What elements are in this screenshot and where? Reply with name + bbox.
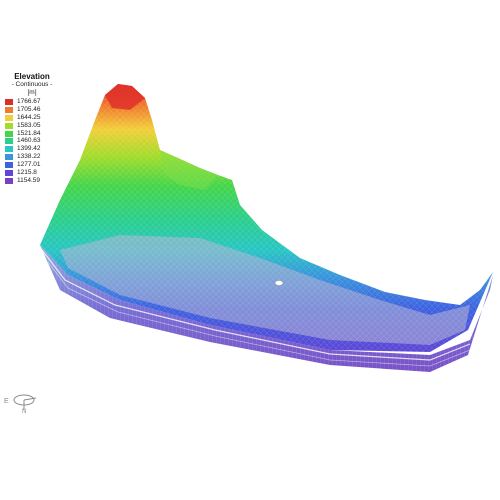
- elevation-legend: Elevation - Continuous - [m] 1766.67 1705…: [2, 72, 62, 185]
- legend-swatch: [5, 114, 13, 121]
- legend-value: 1277.01: [17, 161, 41, 169]
- legend-swatch: [5, 169, 13, 176]
- legend-entry: 1705.46: [2, 106, 62, 114]
- legend-swatch: [5, 138, 13, 145]
- legend-swatch: [5, 146, 13, 153]
- legend-entry: 1766.67: [2, 98, 62, 106]
- legend-entry: 1460.63: [2, 137, 62, 145]
- marker-object: [274, 280, 284, 286]
- legend-value: 1583.05: [17, 121, 41, 129]
- legend-swatch: [5, 162, 13, 169]
- legend-value: 1154.59: [17, 176, 41, 184]
- legend-subtitle: - Continuous -: [11, 81, 53, 88]
- legend-swatch: [5, 154, 13, 161]
- legend-swatch: [5, 98, 13, 105]
- legend-swatch: [5, 122, 13, 129]
- legend-entry: 1215.8: [2, 169, 62, 177]
- legend-title: Elevation: [14, 72, 50, 81]
- axis-y-label: N: [22, 409, 26, 414]
- legend-value: 1521.84: [17, 129, 41, 137]
- legend-entry: 1644.25: [2, 114, 62, 122]
- legend-value: 1399.42: [17, 145, 41, 153]
- legend-value: 1766.67: [17, 98, 41, 105]
- legend-value: 1644.25: [17, 113, 41, 121]
- legend-swatch: [5, 106, 13, 113]
- legend-entry: 1154.59: [2, 177, 62, 185]
- legend-swatch: [5, 177, 13, 184]
- legend-swatch: [5, 130, 13, 137]
- axis-x-label: E: [4, 398, 9, 405]
- legend-value: 1338.22: [17, 153, 41, 161]
- legend-unit: [m]: [27, 89, 37, 96]
- axis-triad-icon: E N: [4, 394, 37, 414]
- legend-entry: 1277.01: [2, 161, 62, 169]
- legend-entry: 1521.84: [2, 130, 62, 138]
- legend-value: 1460.63: [17, 137, 41, 145]
- legend-value: 1215.8: [17, 169, 37, 177]
- legend-entry: 1399.42: [2, 145, 62, 153]
- legend-entry: 1338.22: [2, 153, 62, 161]
- legend-entry: 1583.05: [2, 122, 62, 130]
- legend-value: 1705.46: [17, 105, 41, 113]
